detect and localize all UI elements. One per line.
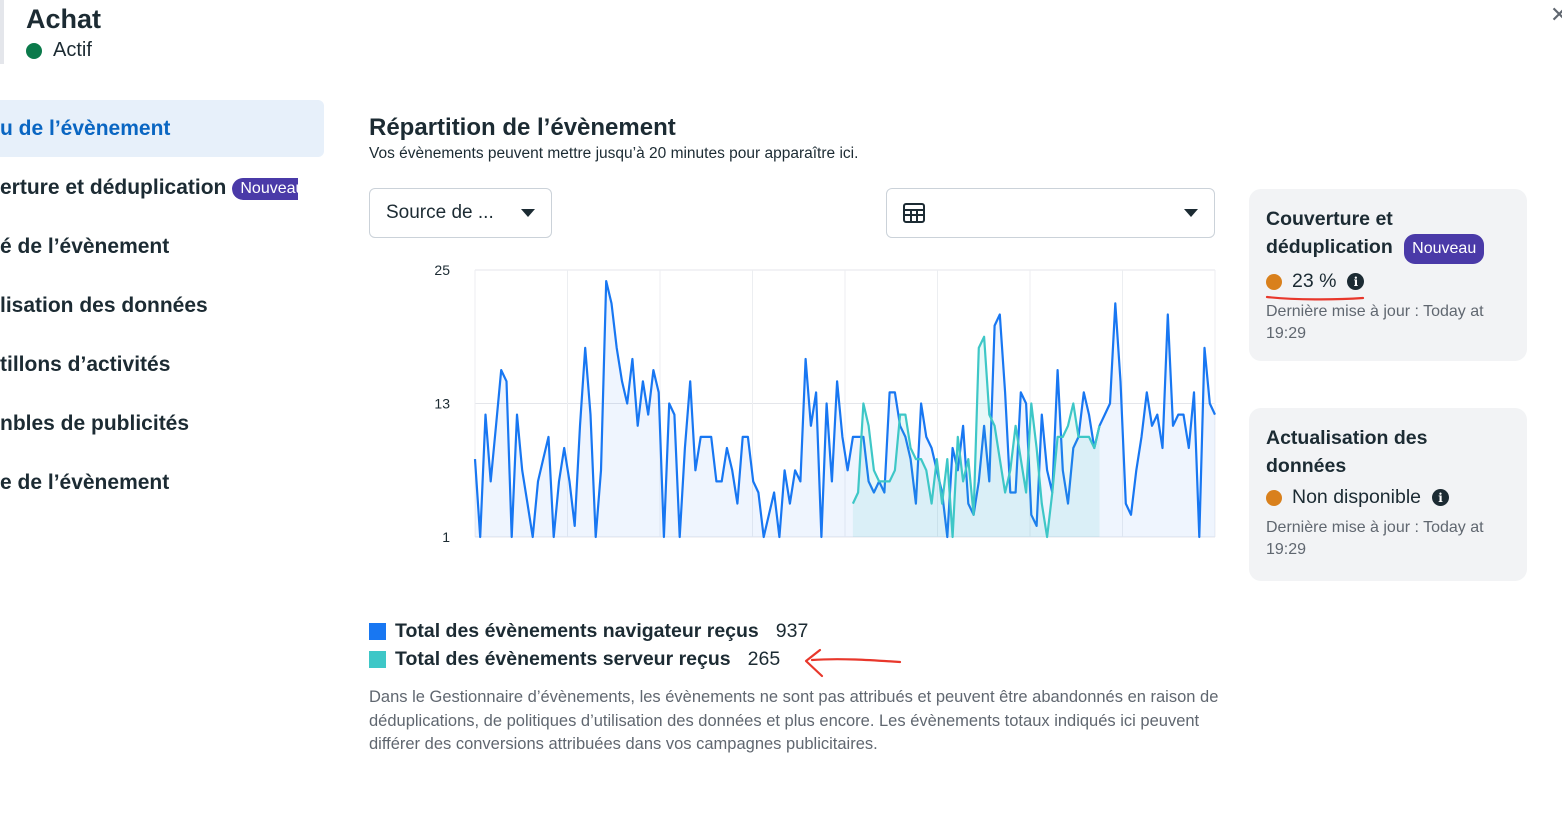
section-title: Répartition de l’évènement: [369, 114, 676, 141]
sidebar-item-samples[interactable]: tillons d’activités: [0, 336, 324, 393]
sidebar-item-coverage[interactable]: erture et déduplication Nouveau: [0, 159, 324, 216]
sidebar-item-label: e de l’évènement: [0, 470, 170, 494]
sidebar-item-overview[interactable]: u de l’évènement: [0, 100, 324, 157]
new-badge: Nouveau: [1404, 234, 1485, 264]
coverage-card[interactable]: Couverture et déduplication Nouveau 23 %…: [1249, 189, 1527, 361]
event-title: Achat: [26, 4, 102, 34]
legend-value-server: 265: [747, 648, 781, 670]
y-tick-label: 1: [442, 529, 450, 545]
event-breakdown-chart: 25 13 1: [434, 262, 1216, 545]
view-dropdown[interactable]: [886, 188, 1215, 238]
legend-label-browser: Total des évènements navigateur reçus: [395, 620, 759, 642]
new-badge: Nouveau: [232, 178, 299, 200]
coverage-value: 23 %: [1292, 270, 1337, 292]
legend-label-server: Total des évènements serveur reçus: [395, 648, 731, 670]
caret-down-icon: [1184, 209, 1198, 217]
status-dot-icon: [26, 42, 42, 59]
table-icon: [903, 203, 925, 223]
info-icon[interactable]: i: [1432, 489, 1450, 506]
sidebar-item-event-settings[interactable]: e de l’évènement: [0, 454, 324, 511]
y-tick-label: 25: [434, 262, 450, 278]
sidebar-item-label: nbles de publicités: [0, 411, 190, 435]
data-refresh-card[interactable]: Actualisation des données Non disponible…: [1249, 408, 1527, 581]
data-refresh-card-title: Actualisation des données: [1266, 427, 1428, 477]
source-dropdown-label: Source de ...: [386, 202, 494, 223]
sidebar-item-quality[interactable]: é de l’évènement: [0, 218, 324, 275]
legend-swatch-server: [369, 651, 386, 668]
legend-server: Total des évènements serveur reçus 265: [369, 648, 780, 671]
status-label: Actif: [53, 39, 92, 61]
new-badge-clip: Nouveau: [232, 175, 299, 200]
close-icon[interactable]: ✕: [1550, 2, 1562, 27]
annotation-underline: [1265, 295, 1365, 301]
section-subtitle: Vos évènements peuvent mettre jusqu’à 20…: [369, 145, 859, 162]
coverage-card-title-text: Couverture et déduplication: [1266, 208, 1393, 258]
series-browser-area: [475, 281, 1215, 537]
info-icon[interactable]: i: [1347, 273, 1365, 290]
legend-swatch-browser: [369, 623, 386, 640]
legend-value-browser: 937: [775, 620, 809, 642]
series-browser-line: [473, 280, 1216, 539]
sidebar-item-label: u de l’évènement: [0, 116, 171, 140]
coverage-updated: Dernière mise à jour : Today at 19:29: [1266, 303, 1484, 342]
series-server-line: [851, 335, 1101, 539]
sidebar-item-label: tillons d’activités: [0, 352, 171, 376]
sidebar-item-ad-sets[interactable]: nbles de publicités: [0, 395, 324, 452]
disclaimer-text: Dans le Gestionnaire d’évènements, les é…: [369, 688, 1219, 753]
annotation-arrow: [804, 648, 902, 678]
data-refresh-value: Non disponible: [1292, 486, 1422, 508]
header-divider: [0, 0, 4, 64]
caret-down-icon: [521, 209, 535, 217]
sidebar-item-label: erture et déduplication: [0, 175, 227, 199]
coverage-value-row: 23 % i: [1266, 270, 1510, 293]
data-refresh-value-row: Non disponible i: [1266, 486, 1510, 509]
data-refresh-updated: Dernière mise à jour : Today at 19:29: [1266, 519, 1484, 558]
status-indicator: Actif: [26, 39, 92, 62]
sidebar-item-label: lisation des données: [0, 293, 208, 317]
warning-dot-icon: [1266, 489, 1282, 506]
source-dropdown[interactable]: Source de ...: [369, 188, 552, 238]
y-tick-label: 13: [434, 396, 450, 412]
warning-dot-icon: [1266, 273, 1282, 290]
sidebar-item-data-usage[interactable]: lisation des données: [0, 277, 324, 334]
coverage-card-title: Couverture et déduplication Nouveau: [1266, 205, 1510, 264]
legend-browser: Total des évènements navigateur reçus 93…: [369, 620, 808, 643]
sidebar-item-label: é de l’évènement: [0, 234, 170, 258]
